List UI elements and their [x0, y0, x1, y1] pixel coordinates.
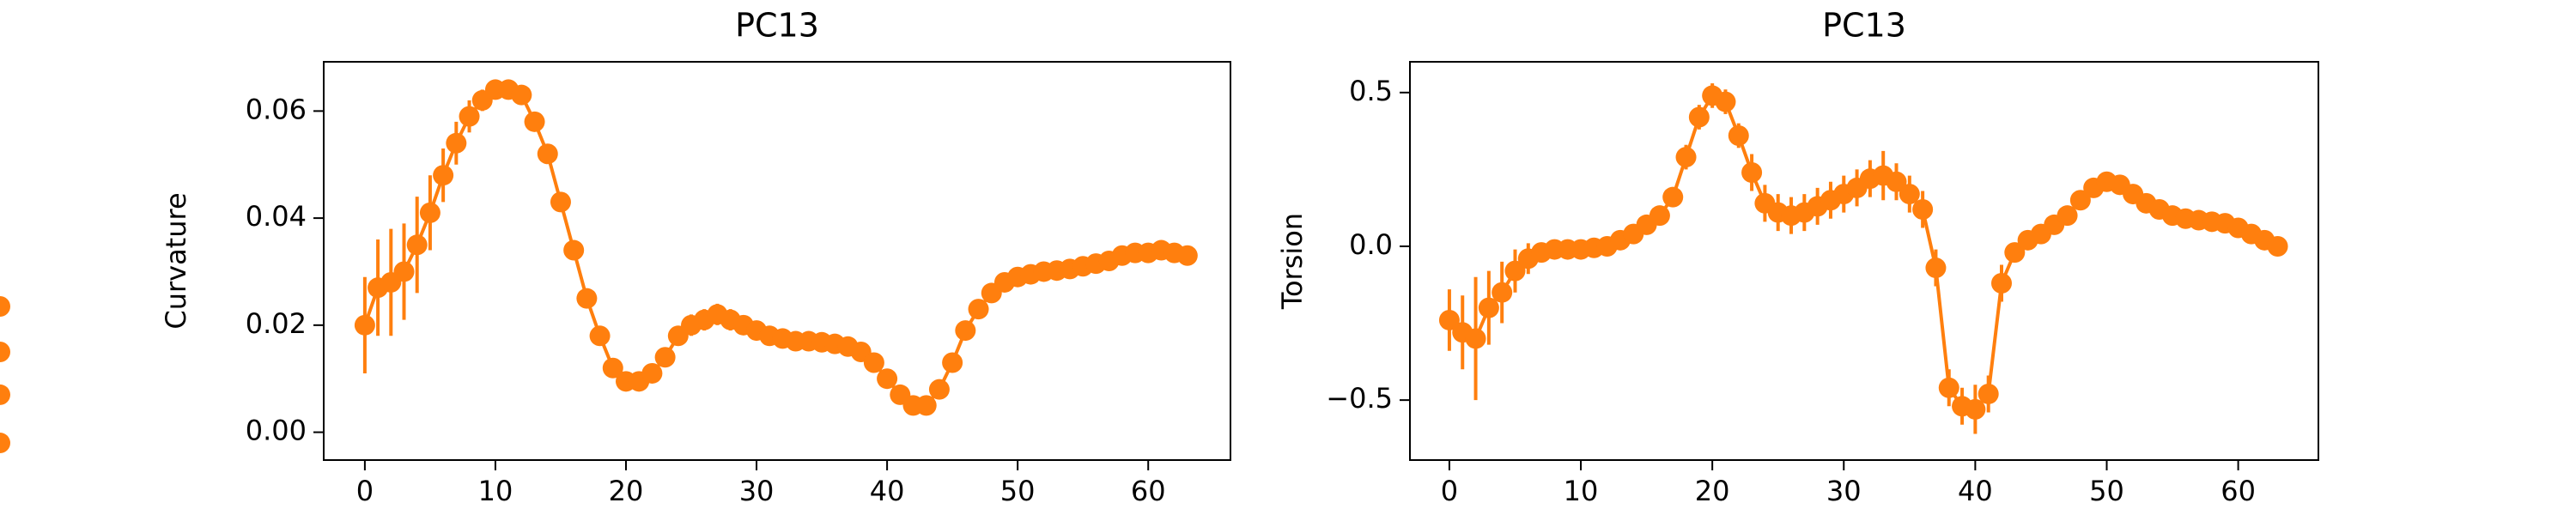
data-point	[1741, 161, 1763, 183]
data-point	[955, 320, 976, 342]
y-tick-label: 0.06	[246, 93, 307, 125]
data-point	[354, 314, 375, 336]
chart-title: PC13	[1822, 7, 1906, 45]
y-tick-label: −0.5	[1326, 382, 1393, 415]
data-point	[524, 111, 545, 132]
data-line	[363, 88, 1188, 408]
y-axis-label: Curvature	[160, 192, 192, 329]
x-tick-label: 50	[2089, 475, 2124, 507]
data-point	[0, 384, 10, 405]
data-point	[2267, 235, 2288, 257]
x-tick-label: 20	[609, 475, 644, 507]
data-point	[1176, 245, 1198, 266]
x-tick-label: 10	[478, 475, 513, 507]
data-point	[1504, 260, 1526, 282]
data-point	[1438, 309, 1460, 330]
data-point	[511, 84, 532, 106]
x-tick-label: 60	[1131, 475, 1166, 507]
data-point	[2069, 190, 2091, 211]
data-point	[1715, 91, 1736, 112]
data-point	[1978, 383, 1999, 404]
data-point	[1728, 124, 1749, 146]
y-tick-label: 0.5	[1349, 75, 1393, 107]
data-point	[877, 368, 898, 390]
data-point	[602, 357, 623, 379]
x-tick-label: 10	[1564, 475, 1599, 507]
x-tick-label: 0	[356, 475, 374, 507]
x-tick-label: 30	[1826, 475, 1862, 507]
data-point	[2057, 205, 2078, 227]
data-point	[1465, 328, 1486, 349]
data-point	[1899, 184, 1920, 205]
data-point	[419, 202, 440, 223]
x-tick-label: 50	[1000, 475, 1036, 507]
data-point	[1925, 258, 1947, 279]
data-point	[1938, 377, 1959, 398]
data-point	[641, 362, 663, 384]
data-point	[459, 106, 480, 127]
data-point	[446, 132, 467, 154]
y-tick-label: 0.04	[246, 200, 307, 233]
axes-frame	[323, 61, 1231, 461]
data-point	[1675, 147, 1697, 168]
x-tick-label: 0	[1441, 475, 1458, 507]
data-point	[550, 191, 571, 213]
data-point	[1662, 186, 1684, 208]
y-axis-label: Torsion	[1276, 213, 1309, 310]
y-tick-label: 0.00	[246, 415, 307, 447]
data-point	[1492, 282, 1513, 303]
data-point	[1478, 297, 1499, 318]
chart-title: PC13	[735, 7, 819, 45]
data-point	[563, 239, 585, 261]
data-point	[393, 261, 415, 282]
x-tick-label: 30	[739, 475, 775, 507]
data-point	[406, 234, 428, 256]
data-point	[0, 296, 10, 318]
y-tick-label: 0.02	[246, 307, 307, 340]
x-tick-label: 40	[870, 475, 905, 507]
data-point	[1912, 198, 1934, 220]
data-point	[576, 288, 598, 309]
data-point	[1688, 106, 1710, 128]
data-point	[433, 165, 454, 186]
data-point	[1649, 205, 1670, 227]
x-tick-label: 60	[2221, 475, 2256, 507]
data-point	[1886, 171, 1907, 192]
data-point	[654, 347, 676, 368]
data-point	[863, 352, 884, 373]
data-point	[2004, 242, 2026, 264]
data-point	[915, 395, 937, 416]
data-point	[589, 325, 611, 347]
y-tick-label: 0.0	[1349, 228, 1393, 261]
data-point	[537, 143, 558, 165]
data-point	[1991, 272, 2013, 294]
axes-frame	[1409, 61, 2319, 461]
data-point	[0, 433, 10, 454]
subplot: PC13 Torsion 0 10 20 30 40 50 60 −0.5 0.0 0.5	[1276, 7, 2319, 507]
x-tick-label: 20	[1695, 475, 1730, 507]
x-tick-label: 40	[1958, 475, 1993, 507]
subplot: PC13 Curvature 0 10 20 30 40 50 60 0.00 0.02 0.04 0.…	[0, 7, 1231, 507]
data-point	[1965, 398, 1986, 420]
data-point	[968, 299, 989, 320]
data-point	[928, 379, 950, 400]
data-point	[0, 342, 10, 363]
data-point	[942, 352, 963, 373]
